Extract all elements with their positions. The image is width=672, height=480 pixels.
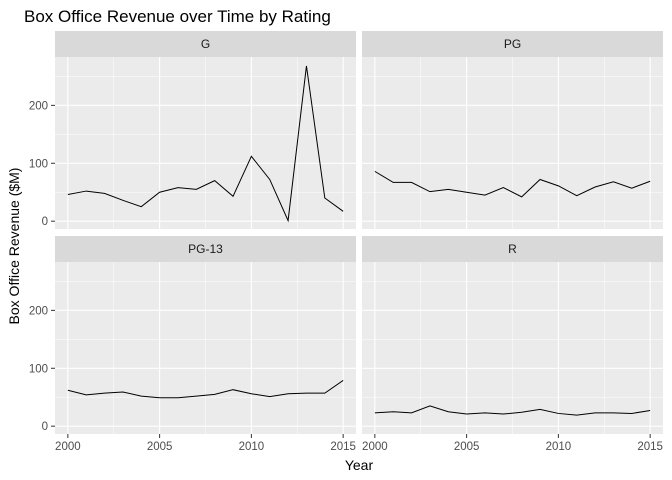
y-tick-label: 0 [42, 421, 48, 433]
facet-strip-pg-13 [55, 236, 356, 262]
series-line-g [67, 65, 344, 223]
facet-label-g: G [201, 37, 210, 51]
facet-label-pg: PG [504, 37, 521, 51]
y-axis-title: Box Office Revenue ($M) [6, 168, 22, 325]
x-tick-label: 2015 [637, 441, 663, 453]
chart-title: Box Office Revenue over Time by Rating [24, 7, 331, 26]
x-tick-label: 2005 [454, 441, 480, 453]
x-tick-label: 2000 [362, 441, 388, 453]
facet-strip-r [362, 236, 663, 262]
y-tick-label: 100 [29, 363, 48, 375]
x-axis-title: Year [345, 457, 374, 473]
facet-strip-pg [362, 31, 663, 57]
y-tick-label: 100 [29, 158, 48, 170]
x-tick-label: 2010 [239, 441, 265, 453]
y-tick-label: 0 [42, 216, 48, 228]
series-line-pg-13 [67, 380, 344, 399]
y-tick-label: 200 [29, 100, 48, 112]
x-tick-label: 2005 [147, 441, 173, 453]
x-tick-label: 2010 [546, 441, 572, 453]
facet-label-r: R [508, 242, 517, 256]
x-tick-label: 2000 [55, 441, 81, 453]
x-tick-label: 2015 [330, 441, 356, 453]
y-tick-label: 200 [29, 305, 48, 317]
facet-label-pg-13: PG-13 [188, 242, 223, 256]
series-line-pg [374, 170, 651, 198]
facet-strip-g [55, 31, 356, 57]
series-line-r [374, 405, 651, 416]
